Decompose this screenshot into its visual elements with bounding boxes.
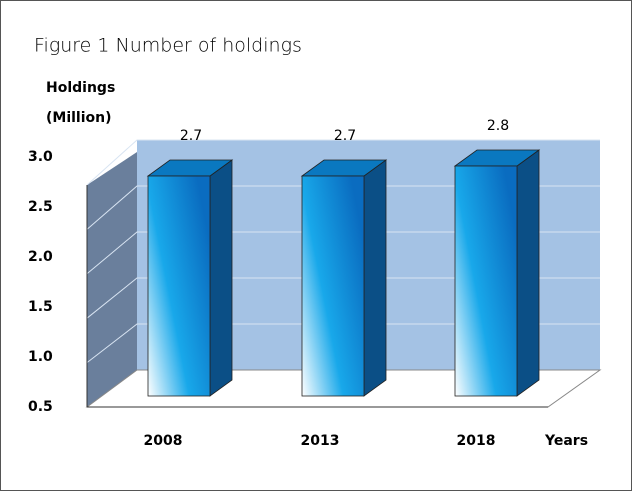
y-tick-label: 1.0	[28, 349, 53, 365]
grid-line	[86, 139, 600, 186]
grid-line	[86, 231, 600, 275]
bar-side	[363, 159, 387, 397]
grid-line	[86, 277, 600, 319]
y-axis-label: Holdings	[46, 80, 115, 96]
y-tick-label: 2.0	[28, 249, 53, 265]
y-tick-label: 3.0	[28, 149, 53, 165]
y-tick-label: 2.5	[28, 199, 53, 215]
grid-line	[86, 323, 600, 363]
x-axis-label: Years	[544, 433, 588, 449]
value-label: 2.7	[180, 128, 202, 144]
chart-title: Figure 1 Number of holdings	[34, 35, 302, 57]
x-tick-label: 2013	[301, 433, 340, 449]
side-wall	[87, 152, 137, 407]
y-tick-label: 0.5	[28, 399, 53, 415]
bar-side	[516, 149, 540, 397]
grid-line	[86, 185, 600, 230]
y-axis-label: (Million)	[46, 110, 112, 126]
x-tick-label: 2018	[457, 433, 496, 449]
value-label: 2.8	[487, 118, 509, 134]
bar	[454, 165, 518, 397]
y-tick-label: 1.5	[28, 299, 53, 315]
bar-side	[209, 159, 233, 397]
bar	[147, 175, 211, 397]
value-label: 2.7	[334, 128, 356, 144]
x-tick-label: 2008	[144, 433, 183, 449]
bar	[301, 175, 365, 397]
